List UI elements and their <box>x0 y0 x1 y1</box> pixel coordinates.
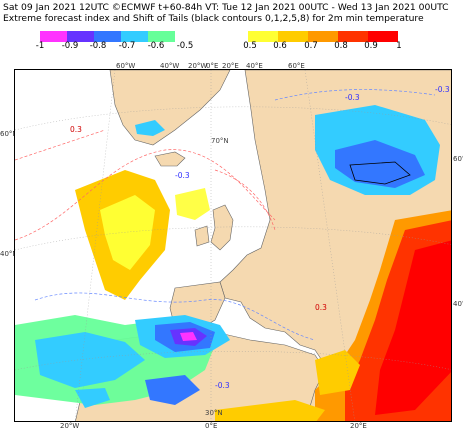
lon-label: 0°E <box>205 422 218 430</box>
colorbar-tick: 0.9 <box>364 41 378 51</box>
colorbar-tick: 0.5 <box>243 41 257 51</box>
lon-label: 20°E <box>222 62 239 70</box>
efi-positive-fields <box>75 170 451 421</box>
title-line-2: Extreme forecast index and Shift of Tail… <box>3 13 424 24</box>
iceland <box>154 151 186 167</box>
efi-map: 70°N 30°N 0.3 0.3 -0.3 -0.3 -0.3 -0.3 <box>14 69 452 422</box>
colorbar-tick: -0.8 <box>89 41 107 51</box>
lon-label: 60°E <box>288 62 305 70</box>
colorbar-positive <box>248 31 398 42</box>
contour-label: -0.3 <box>215 381 230 390</box>
colorbar-swatch <box>338 31 368 42</box>
colorbar-tick: -0.6 <box>147 41 165 51</box>
colorbar-tick: 0.6 <box>273 41 287 51</box>
contour-label: 0.3 <box>315 303 327 312</box>
colorbar-swatch <box>278 31 308 42</box>
colorbar-swatch <box>40 31 67 42</box>
colorbar-tick: -1 <box>35 41 45 51</box>
contour-label: -0.3 <box>345 93 360 102</box>
contour-label: -0.3 <box>435 85 450 94</box>
colorbar-swatch <box>248 31 278 42</box>
contour-lines <box>15 89 436 341</box>
colorbar-swatch <box>308 31 338 42</box>
colorbar-tick: 0.7 <box>304 41 318 51</box>
lon-label: 20°E <box>350 422 367 430</box>
contour-label: 0.3 <box>70 125 82 134</box>
greenland <box>109 70 231 146</box>
lon-label: 0°E <box>206 62 219 70</box>
colorbar-tick: 1 <box>396 41 402 51</box>
ireland <box>194 225 210 247</box>
colorbar-swatch <box>368 31 398 42</box>
colorbar-tick: -0.5 <box>176 41 194 51</box>
colorbar-tick: 0.8 <box>334 41 348 51</box>
colorbar-tick: -0.9 <box>61 41 79 51</box>
title-line-1: Sat 09 Jan 2021 12UTC ©ECMWF t+60-84h VT… <box>3 2 449 13</box>
lon-label: 40°E <box>246 62 263 70</box>
lat-label: 40°N <box>453 300 463 308</box>
lat-label: 40°N <box>0 250 18 258</box>
great-britain <box>210 204 234 251</box>
lat-label-inner: 70°N <box>211 137 229 145</box>
colorbar-tick: -0.7 <box>118 41 136 51</box>
lon-label: 40°W <box>160 62 180 70</box>
colorbar-swatch <box>121 31 148 42</box>
contour-label: -0.3 <box>175 171 190 180</box>
lon-label: 60°W <box>116 62 136 70</box>
map-canvas: 70°N 30°N 0.3 0.3 -0.3 -0.3 -0.3 -0.3 <box>15 70 451 421</box>
lat-label: 60°N <box>0 130 18 138</box>
colorbar-swatch <box>94 31 121 42</box>
lat-label: 60°N <box>453 155 463 163</box>
lon-label: 20°W <box>188 62 208 70</box>
colorbar-swatch <box>67 31 94 42</box>
efi-negative-fields <box>15 105 440 408</box>
lon-label: 20°W <box>60 422 80 430</box>
colorbar-swatch <box>148 31 175 42</box>
colorbar-negative <box>40 31 175 42</box>
lat-label-inner: 30°N <box>205 409 223 417</box>
graticule <box>15 70 451 421</box>
